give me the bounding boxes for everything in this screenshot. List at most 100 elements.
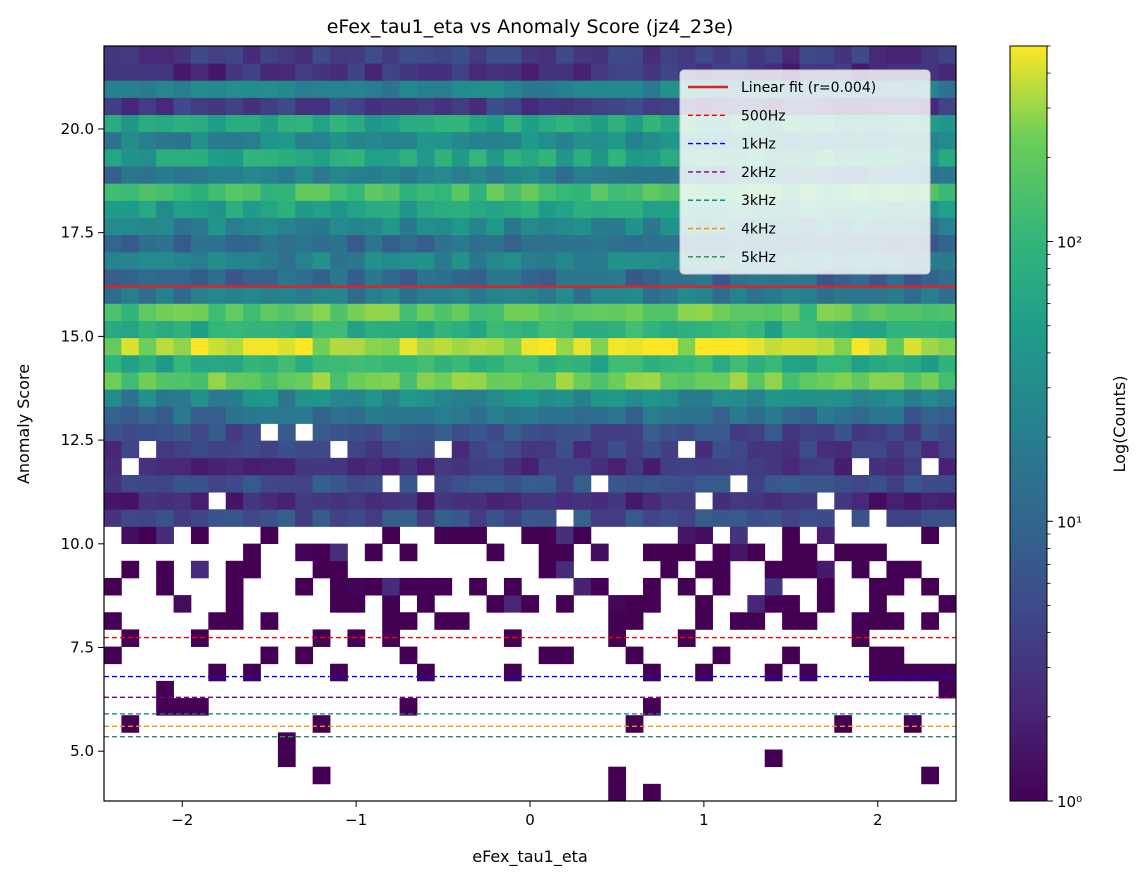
heatmap-cell bbox=[695, 595, 713, 613]
heatmap-cell bbox=[243, 406, 261, 424]
heatmap-cell bbox=[347, 217, 366, 236]
heatmap-cell bbox=[729, 320, 748, 339]
heatmap-cell bbox=[469, 406, 487, 424]
heatmap-cell bbox=[938, 63, 957, 81]
heatmap-cell bbox=[677, 337, 696, 356]
heatmap-cell bbox=[486, 457, 505, 476]
heatmap-cell bbox=[799, 303, 818, 321]
heatmap-cell bbox=[312, 183, 331, 201]
heatmap-cell bbox=[816, 286, 835, 304]
heatmap-cell bbox=[451, 269, 470, 287]
heatmap-cell bbox=[138, 148, 157, 167]
heatmap-cell bbox=[104, 646, 122, 665]
heatmap-cell bbox=[503, 234, 522, 253]
heatmap-cell bbox=[503, 595, 522, 613]
heatmap-cell bbox=[486, 354, 505, 373]
heatmap-cell bbox=[208, 457, 227, 476]
heatmap-cell bbox=[173, 114, 192, 133]
heatmap-cell bbox=[399, 217, 418, 236]
heatmap-cell bbox=[277, 131, 296, 150]
heatmap-cell bbox=[156, 560, 174, 579]
heatmap-cell bbox=[312, 423, 331, 442]
heatmap-cell bbox=[260, 474, 279, 493]
heatmap-cell bbox=[190, 97, 209, 116]
heatmap-cell bbox=[834, 492, 853, 510]
heatmap-cell bbox=[225, 337, 244, 356]
heatmap-cell bbox=[782, 354, 800, 373]
heatmap-cell bbox=[869, 46, 887, 64]
colorbar-tick-label: 10⁰ bbox=[1057, 793, 1082, 811]
heatmap-cell bbox=[173, 234, 192, 253]
heatmap-cell bbox=[173, 457, 192, 476]
heatmap-cell bbox=[104, 217, 122, 236]
heatmap-cell bbox=[382, 492, 400, 510]
heatmap-cell bbox=[434, 251, 453, 270]
heatmap-cell bbox=[260, 337, 279, 356]
heatmap-cell bbox=[138, 320, 157, 339]
heatmap-cell bbox=[260, 303, 279, 321]
heatmap-cell bbox=[729, 612, 748, 630]
heatmap-cell bbox=[886, 423, 905, 442]
heatmap-cell bbox=[886, 320, 905, 339]
heatmap-cell bbox=[469, 217, 487, 236]
heatmap-cell bbox=[434, 97, 453, 116]
legend-label: 2kHz bbox=[741, 165, 776, 181]
heatmap-cell bbox=[121, 217, 140, 236]
heatmap-cell bbox=[260, 286, 279, 304]
heatmap-cell bbox=[521, 183, 540, 201]
heatmap-cell bbox=[330, 234, 348, 253]
heatmap-cell bbox=[416, 80, 435, 98]
heatmap-cell bbox=[573, 183, 592, 201]
heatmap-cell bbox=[173, 474, 192, 493]
heatmap-cell bbox=[277, 286, 296, 304]
x-axis-label: eFex_tau1_eta bbox=[472, 847, 588, 867]
heatmap-cell bbox=[399, 406, 418, 424]
heatmap-cell bbox=[764, 337, 783, 356]
heatmap-cell bbox=[416, 97, 435, 116]
heatmap-cell bbox=[677, 372, 696, 390]
heatmap-cell bbox=[451, 80, 470, 98]
heatmap-cell bbox=[695, 509, 713, 527]
heatmap-cell bbox=[590, 251, 609, 270]
heatmap-cell bbox=[104, 492, 122, 510]
heatmap-cell bbox=[782, 440, 800, 459]
heatmap-cell bbox=[208, 251, 227, 270]
heatmap-cell bbox=[451, 234, 470, 253]
heatmap-cell bbox=[243, 663, 261, 682]
heatmap-cell bbox=[277, 440, 296, 459]
x-tick-label: −1 bbox=[345, 811, 367, 829]
heatmap-cell bbox=[938, 183, 957, 201]
heatmap-cell bbox=[399, 698, 418, 716]
heatmap-cell bbox=[243, 560, 261, 579]
heatmap-cell bbox=[660, 234, 679, 253]
heatmap-cell bbox=[625, 612, 644, 630]
heatmap-cell bbox=[712, 406, 731, 424]
heatmap-cell bbox=[538, 303, 557, 321]
heatmap-cell bbox=[399, 131, 418, 150]
heatmap-cell bbox=[277, 354, 296, 373]
heatmap-cell bbox=[277, 114, 296, 133]
heatmap-cell bbox=[260, 217, 279, 236]
heatmap-cell bbox=[416, 251, 435, 270]
heatmap-cell bbox=[643, 148, 661, 167]
heatmap-cell bbox=[277, 80, 296, 98]
heatmap-cell bbox=[729, 423, 748, 442]
heatmap-cell bbox=[434, 46, 453, 64]
heatmap-cell bbox=[121, 492, 140, 510]
heatmap-cell bbox=[503, 183, 522, 201]
heatmap-cell bbox=[538, 560, 557, 579]
heatmap-cell bbox=[573, 166, 592, 184]
heatmap-cell bbox=[190, 217, 209, 236]
heatmap-cell bbox=[451, 440, 470, 459]
heatmap-cell bbox=[347, 131, 366, 150]
heatmap-cell bbox=[469, 131, 487, 150]
heatmap-cell bbox=[486, 46, 505, 64]
heatmap-cell bbox=[364, 372, 383, 390]
heatmap-cell bbox=[538, 63, 557, 81]
heatmap-cell bbox=[347, 234, 366, 253]
heatmap-cell bbox=[503, 97, 522, 116]
heatmap-cell bbox=[225, 509, 244, 527]
heatmap-cell bbox=[451, 46, 470, 64]
heatmap-cell bbox=[469, 234, 487, 253]
heatmap-cell bbox=[538, 543, 557, 562]
